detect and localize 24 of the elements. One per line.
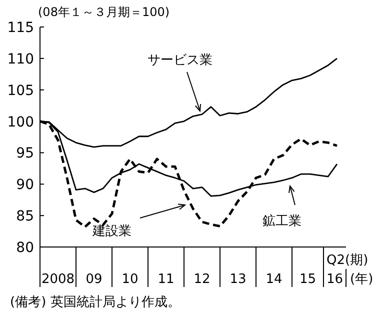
x-tick-label: 13 [230, 272, 246, 287]
x-tick-label: 11 [158, 272, 174, 287]
x-tick-label: 16 [326, 272, 344, 287]
chart-title: (08年１～３月期＝100) [38, 5, 170, 19]
x-tick-label: 12 [194, 272, 210, 287]
text: (年) [350, 272, 374, 287]
text: (備考) 英国統計局より作成。 [10, 295, 180, 310]
x-tick-label: 14 [266, 272, 282, 287]
annotation: 建設業 [92, 224, 132, 239]
annotation: 鉱工業 [262, 214, 302, 229]
y-tick-label: 90 [16, 177, 34, 194]
x-tick-label: 09 [86, 272, 102, 287]
text: Q2(期) [326, 253, 368, 268]
x-tick-label: 10 [122, 272, 138, 287]
y-tick-label: 105 [7, 82, 34, 99]
y-tick-label: 110 [7, 51, 34, 68]
y-tick-label: 100 [7, 114, 34, 130]
y-tick-label: 115 [7, 20, 34, 36]
annotation: サービス業 [148, 53, 212, 68]
y-tick-label: 85 [16, 208, 34, 225]
x-tick-label: 15 [299, 272, 316, 287]
y-tick-label: 80 [16, 240, 34, 256]
y-tick-label: 95 [16, 146, 34, 162]
x-tick-label: 2008 [41, 272, 75, 287]
